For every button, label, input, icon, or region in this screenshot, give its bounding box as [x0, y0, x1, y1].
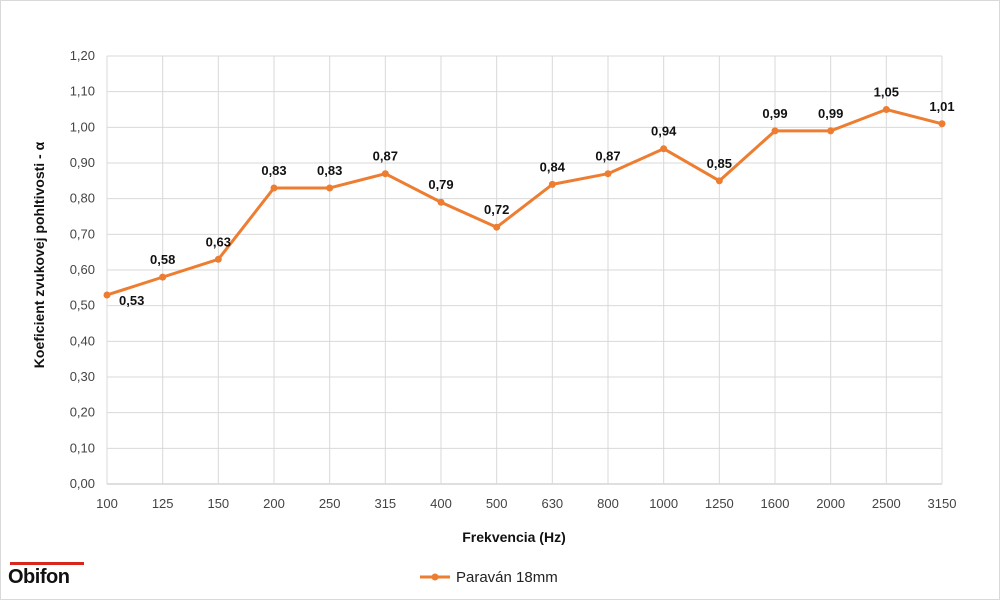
- data-point: [604, 170, 612, 178]
- y-tick-label: 0,60: [70, 262, 95, 277]
- legend: Paraván 18mm: [420, 569, 558, 586]
- data-point: [381, 170, 389, 178]
- data-label: 0,94: [651, 124, 677, 139]
- data-label: 0,87: [595, 149, 620, 164]
- data-label: 0,79: [428, 177, 453, 192]
- x-tick-label: 800: [597, 496, 619, 511]
- x-axis-title: Frekvencia (Hz): [462, 529, 565, 545]
- y-tick-label: 0,90: [70, 155, 95, 170]
- series-layer: [103, 106, 946, 299]
- y-tick-label: 1,10: [70, 84, 95, 99]
- x-tick-label: 1250: [705, 496, 734, 511]
- data-label: 0,83: [317, 163, 342, 178]
- x-tick-label: 315: [374, 496, 396, 511]
- y-tick-label: 0,20: [70, 405, 95, 420]
- logo-text: Obifon: [8, 566, 70, 588]
- data-label: 1,01: [929, 99, 954, 114]
- data-point: [771, 127, 779, 135]
- data-label: 0,63: [206, 234, 231, 249]
- data-point: [270, 184, 278, 192]
- data-label: 0,99: [818, 106, 843, 121]
- x-tick-label: 1000: [649, 496, 678, 511]
- data-label: 0,87: [373, 149, 398, 164]
- data-label: 0,72: [484, 202, 509, 217]
- y-tick-label: 0,10: [70, 440, 95, 455]
- x-tick-label: 150: [207, 496, 229, 511]
- data-point: [715, 177, 723, 185]
- x-tick-label: 125: [152, 496, 174, 511]
- data-label: 0,83: [261, 163, 286, 178]
- y-tick-label: 1,20: [70, 48, 95, 63]
- obifon-logo: Obifon: [8, 562, 88, 590]
- data-label: 1,05: [874, 85, 899, 100]
- x-tick-label: 2000: [816, 496, 845, 511]
- data-label: 0,85: [707, 156, 732, 171]
- data-point: [660, 145, 668, 153]
- data-point: [103, 291, 111, 299]
- y-tick-label: 0,30: [70, 369, 95, 384]
- y-axis-title: Koeficient zvukovej pohltivosti - α: [31, 141, 47, 368]
- x-tick-label: 500: [486, 496, 508, 511]
- x-tick-label: 400: [430, 496, 452, 511]
- data-label: 0,58: [150, 252, 175, 267]
- x-tick-label: 1600: [761, 496, 790, 511]
- y-tick-label: 0,50: [70, 298, 95, 313]
- data-label: 0,84: [540, 159, 566, 174]
- data-label: 0,99: [762, 106, 787, 121]
- data-point: [437, 198, 445, 206]
- y-tick-label: 0,00: [70, 476, 95, 491]
- x-tick-label: 250: [319, 496, 341, 511]
- y-axis-ticks: 0,00 0,10 0,20 0,30 0,40 0,50 0,60 0,70 0,80 0,90…: [70, 48, 95, 491]
- gridlines: [106, 55, 943, 485]
- x-tick-label: 3150: [928, 496, 957, 511]
- logo-bar: [10, 562, 84, 565]
- series-line: [106, 108, 943, 297]
- y-tick-label: 0,70: [70, 226, 95, 241]
- legend-label: Paraván 18mm: [456, 569, 558, 586]
- legend-marker: [431, 573, 439, 581]
- x-tick-label: 200: [263, 496, 285, 511]
- y-tick-label: 1,00: [70, 119, 95, 134]
- data-point: [548, 180, 556, 188]
- x-tick-label: 2500: [872, 496, 901, 511]
- y-tick-label: 0,40: [70, 333, 95, 348]
- data-labels: 0,53 0,58 0,63 0,83 0,83 0,87 0,79 0,72 0,84 0,87…: [119, 85, 955, 308]
- y-tick-label: 0,80: [70, 191, 95, 206]
- x-tick-label: 630: [541, 496, 563, 511]
- data-point: [827, 127, 835, 135]
- data-point: [493, 223, 501, 231]
- data-label: 0,53: [119, 293, 144, 308]
- x-tick-label: 100: [96, 496, 118, 511]
- x-axis-ticks: 100 125 150 200 250 315 400 500 630 800 1000 1250 16…: [96, 496, 956, 511]
- data-point: [214, 255, 222, 263]
- data-point: [326, 184, 334, 192]
- data-point: [882, 106, 890, 113]
- data-point: [159, 273, 167, 281]
- data-point: [938, 120, 946, 128]
